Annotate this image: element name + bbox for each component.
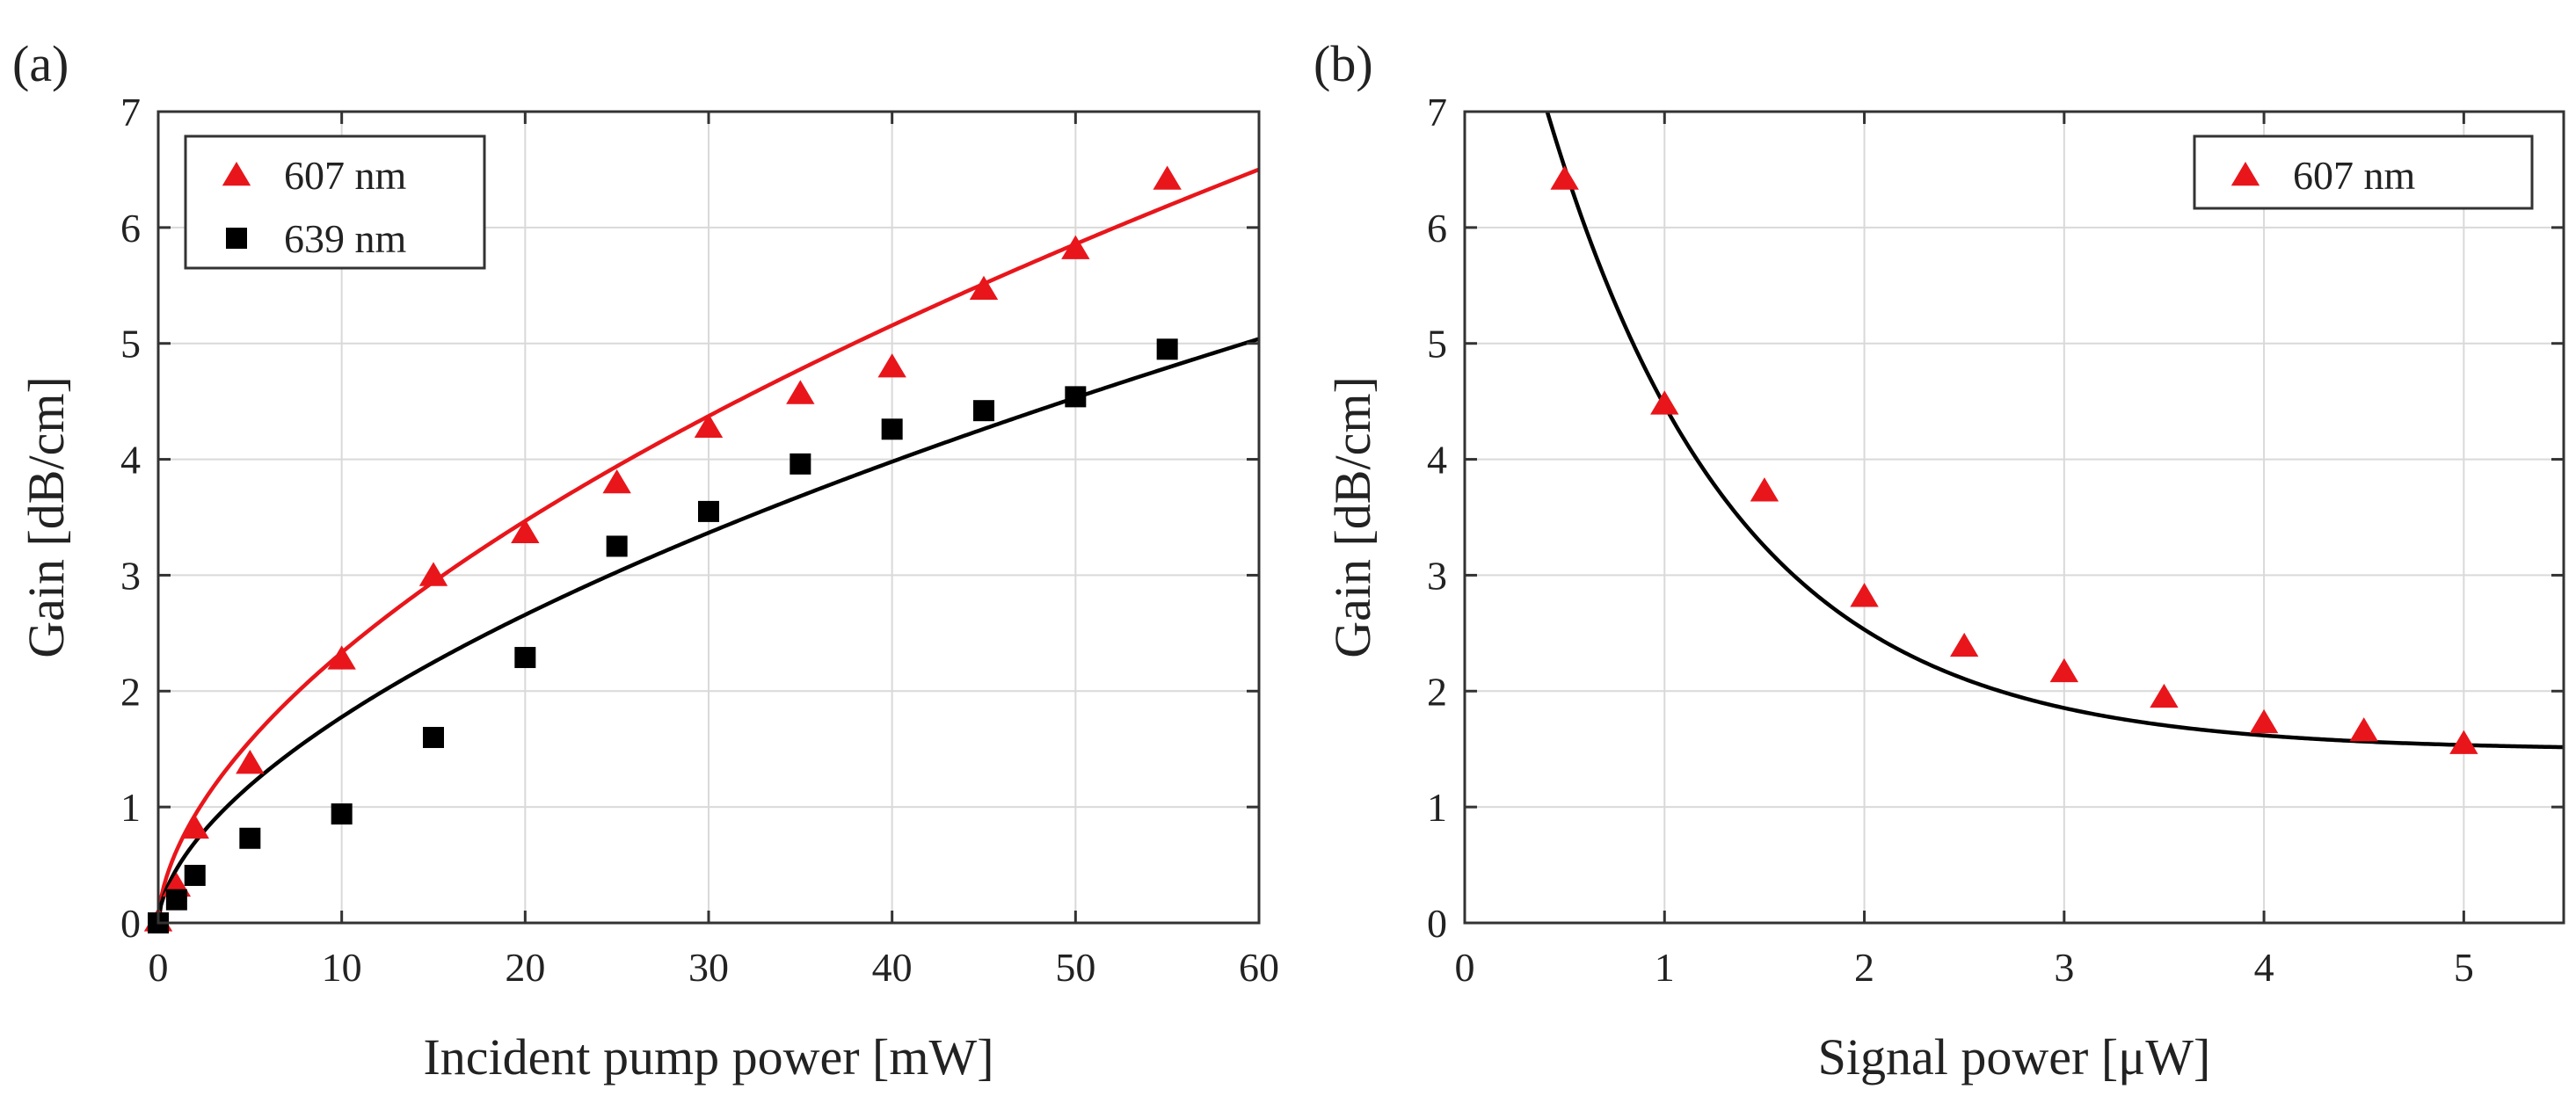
y-tick-label: 6 (120, 206, 141, 251)
data-point-triangle (1153, 165, 1182, 190)
y-tick-label: 0 (1427, 901, 1447, 946)
data-point-triangle (1949, 632, 1979, 657)
data-point-square (606, 535, 628, 557)
panel-b: 0 1 2 3 4 5 0 1 2 3 4 5 6 7 Signal power [μW] Gain [dB/… (1313, 35, 2565, 1086)
panel-label: (a) (12, 35, 69, 92)
data-point-triangle (2049, 657, 2079, 683)
y-tick-label: 6 (1427, 206, 1447, 251)
grid-lines (1464, 111, 2564, 924)
x-tick-label: 4 (2254, 945, 2274, 990)
x-tick-label: 40 (872, 945, 913, 990)
panel-label: (b) (1313, 35, 1373, 92)
legend: 607 nm (2193, 134, 2534, 210)
fit-line-607-nm (1545, 112, 2564, 750)
data-point-triangle (180, 814, 209, 839)
x-tick-label: 20 (505, 945, 545, 990)
data-point-triangle (602, 468, 631, 494)
ticks: 0 10 20 30 40 50 60 0 1 2 3 4 5 6 7 (120, 90, 1279, 990)
data-point-triangle (1750, 477, 1779, 502)
series-1-markers (148, 338, 1178, 933)
x-tick-label: 3 (2054, 945, 2074, 990)
y-tick-label: 7 (1427, 90, 1447, 134)
x-axis-label: Incident pump power [mW] (423, 1028, 993, 1086)
data-point-triangle (2449, 730, 2478, 754)
data-point-triangle (1650, 390, 1679, 415)
data-point-square (790, 453, 811, 475)
data-point-square (165, 889, 187, 911)
data-point-triangle (511, 519, 540, 543)
data-point-triangle (2349, 717, 2378, 742)
y-tick-label: 7 (120, 90, 141, 134)
y-tick-label: 0 (120, 901, 141, 946)
y-tick-label: 3 (1427, 553, 1447, 598)
y-tick-label: 1 (1427, 785, 1447, 830)
y-tick-label: 4 (120, 438, 141, 483)
fit-curves (1545, 112, 2564, 750)
x-tick-label: 60 (1239, 945, 1279, 990)
data-point-triangle (786, 380, 815, 404)
x-tick-label: 1 (1655, 945, 1675, 990)
data-point-square (514, 647, 536, 669)
data-point-triangle (694, 413, 724, 438)
y-axis-label: Gain [dB/cm] (18, 376, 75, 658)
x-tick-label: 50 (1055, 945, 1095, 990)
legend-marker-triangle (2230, 162, 2260, 186)
data-point-triangle (327, 645, 356, 670)
y-tick-label: 3 (120, 553, 141, 598)
y-axis-label: Gain [dB/cm] (1324, 376, 1381, 658)
x-tick-label: 2 (1854, 945, 1874, 990)
ticks: 0 1 2 3 4 5 0 1 2 3 4 5 6 7 (1427, 90, 2564, 990)
y-tick-label: 2 (120, 669, 141, 714)
legend-entry: 639 nm (284, 216, 407, 261)
data-point-square (1156, 338, 1178, 360)
data-point-square (698, 500, 719, 522)
y-tick-label: 1 (120, 785, 141, 830)
x-tick-label: 10 (322, 945, 362, 990)
legend-marker-square (226, 228, 247, 249)
series-0-markers (1550, 165, 2478, 754)
panel-a: 0 10 20 30 40 50 60 0 1 2 3 4 5 6 7 Incident pump power… (12, 35, 1279, 1086)
data-point-square (423, 727, 444, 749)
data-point-square (331, 803, 353, 825)
data-point-square (239, 827, 261, 849)
x-tick-label: 5 (2454, 945, 2474, 990)
data-point-square (184, 864, 206, 886)
plot-frame (1463, 110, 2565, 925)
x-axis-label: Signal power [μW] (1818, 1028, 2211, 1086)
y-tick-label: 5 (120, 322, 141, 367)
data-point-triangle (2249, 708, 2279, 734)
data-point-square (973, 400, 994, 422)
legend-marker-triangle (222, 162, 251, 186)
series-0-markers (143, 165, 1182, 932)
y-tick-label: 5 (1427, 322, 1447, 367)
x-tick-label: 0 (149, 945, 169, 990)
data-point-triangle (1850, 583, 1879, 607)
y-tick-label: 2 (1427, 669, 1447, 714)
data-point-triangle (877, 353, 906, 378)
legend: 607 nm 639 nm (184, 134, 486, 270)
data-point-triangle (1061, 235, 1090, 259)
data-point-square (881, 418, 903, 440)
legend-entry: 607 nm (2293, 153, 2416, 198)
y-tick-label: 4 (1427, 438, 1447, 483)
data-point-square (1065, 386, 1087, 408)
data-point-triangle (236, 750, 265, 774)
data-point-triangle (1550, 165, 1579, 190)
legend-entry: 607 nm (284, 153, 407, 198)
data-point-triangle (418, 562, 448, 586)
data-point-triangle (969, 275, 999, 301)
x-tick-label: 0 (1455, 945, 1475, 990)
x-tick-label: 30 (688, 945, 729, 990)
data-point-triangle (2150, 683, 2179, 708)
